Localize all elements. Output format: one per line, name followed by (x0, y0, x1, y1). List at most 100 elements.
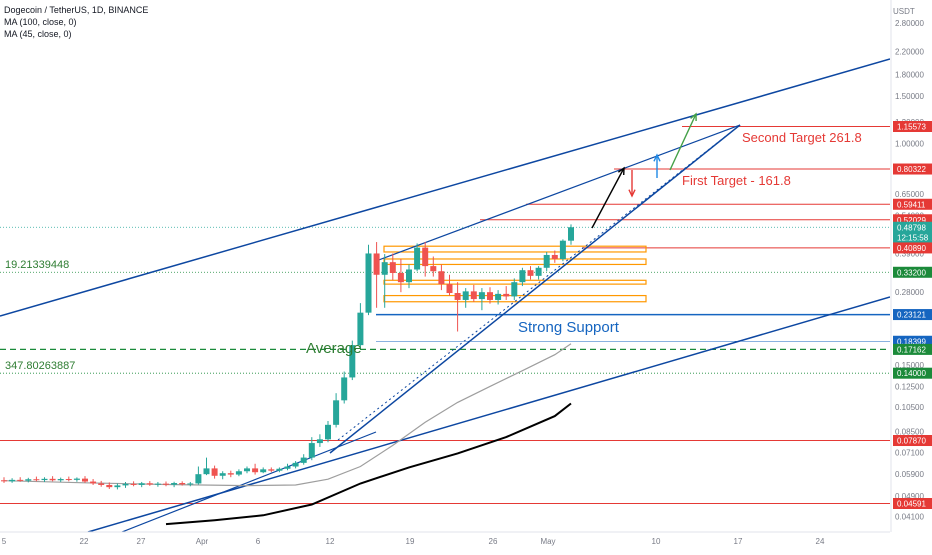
candle-body (333, 400, 340, 425)
countdown-text: 12:15:58 (897, 233, 929, 242)
y-tick-label: 1.50000 (895, 92, 924, 101)
x-tick-label: Apr (196, 537, 209, 546)
price-tag: 0.52029 (893, 214, 932, 226)
candle-body (90, 481, 97, 484)
candle-body (511, 282, 518, 297)
candle-body (462, 291, 469, 300)
price-tag-bg (893, 367, 932, 379)
candles (1, 224, 574, 490)
candle-body (252, 468, 259, 473)
price-tag-text: 0.17162 (897, 345, 926, 354)
y-tick-label: 0.15000 (895, 361, 924, 370)
arrow-green-shaft (669, 113, 697, 171)
price-tag-text: 0.23121 (897, 311, 926, 320)
candle-body (244, 468, 250, 472)
price-tag-text: 0.52029 (897, 216, 926, 225)
price-tag: 0.07870 (893, 435, 932, 447)
price-tag-text: 0.59411 (897, 200, 926, 209)
candle-body (397, 272, 404, 283)
price-tag-bg (893, 309, 932, 321)
candle-body (316, 439, 323, 444)
candle-body (203, 468, 210, 475)
price-tag-text: 0.14000 (897, 369, 926, 378)
price-tag-bg (893, 343, 932, 355)
channel-upper-line (0, 58, 890, 317)
price-tag: 0.33200 (893, 266, 932, 278)
ma100-line (165, 402, 572, 526)
y-tick-label: 2.20000 (895, 47, 924, 56)
price-tag-bg (893, 121, 932, 132)
x-tick-label: 24 (816, 537, 825, 546)
trend-lines (0, 58, 890, 532)
projection-dotted-line (337, 124, 741, 441)
price-tag-bg (893, 335, 932, 347)
candle-body (349, 345, 356, 378)
candle-body (406, 269, 412, 283)
price-tag: 0.80322 (893, 163, 932, 175)
y-tick-label: 1.80000 (895, 71, 924, 80)
legend-symbol[interactable]: Dogecoin / TetherUS, 1D, BINANCE (4, 5, 149, 15)
y-tick-label: 0.39000 (895, 249, 924, 258)
y-tick-label: 0.28000 (895, 288, 924, 297)
candle-body (568, 227, 574, 241)
price-tag-text: 0.04591 (897, 500, 926, 509)
arrow-green-head (690, 112, 697, 122)
label-strong-support: Strong Support (518, 319, 620, 336)
arrow-black (591, 166, 625, 229)
price-tag-bg (893, 435, 932, 447)
price-tag-bg (893, 198, 932, 210)
candle-body (57, 479, 64, 481)
x-tick-label: 22 (80, 537, 89, 546)
candle-body (276, 468, 283, 471)
chart-legend: Dogecoin / TetherUS, 1D, BINANCE MA (100… (4, 4, 148, 40)
candle-body (65, 479, 72, 481)
legend-ma45[interactable]: MA (45, close, 0) (4, 29, 72, 39)
label-fib-lower: 347.80263887 (5, 360, 75, 372)
arrow-black-shaft (591, 167, 625, 229)
candle-body (163, 483, 169, 485)
label-second-target: Second Target 261.8 (742, 130, 862, 145)
candle-body (430, 266, 437, 272)
y-tick-label: 0.65000 (895, 190, 924, 199)
price-tag-bg (893, 498, 932, 509)
candle-body (25, 479, 32, 481)
label-average: Average (306, 340, 362, 357)
candle-body (41, 478, 48, 481)
y-tick-label: 2.80000 (895, 19, 924, 28)
candle-body (381, 262, 388, 275)
candle-body (487, 292, 493, 300)
candle-body (146, 483, 153, 485)
candle-body (551, 254, 558, 259)
label-fib-upper: 19.21339448 (5, 259, 69, 271)
price-tag: 0.14000 (893, 367, 932, 379)
y-tick-label: 0.07100 (895, 449, 924, 458)
candle-body (106, 484, 113, 488)
x-tick-label: 17 (734, 537, 743, 546)
candle-body (227, 473, 234, 475)
candle-body (1, 480, 7, 482)
level-lines (0, 126, 890, 504)
candle-body (519, 270, 526, 283)
legend-ma100[interactable]: MA (100, close, 0) (4, 17, 77, 27)
x-tick-label: 10 (652, 537, 661, 546)
price-tag-bg (893, 163, 932, 175)
candle-body (98, 483, 105, 485)
candle-body (122, 483, 129, 486)
candle-body (114, 485, 121, 488)
candle-body (130, 483, 137, 485)
channel-lower-line (87, 296, 890, 532)
x-tick-label: May (540, 537, 555, 546)
consolidation-box (383, 245, 647, 253)
candle-body (268, 469, 275, 471)
candle-body (422, 247, 429, 267)
y-tick-label: 0.04900 (895, 492, 924, 501)
candle-body (82, 478, 88, 482)
candle-body (503, 293, 510, 297)
candle-body (292, 462, 299, 467)
price-tag-bg (893, 266, 932, 278)
candle-body (325, 424, 331, 440)
arrow-blue-head (653, 153, 661, 162)
candle-body (187, 483, 194, 485)
price-tag-text: 0.07870 (897, 437, 926, 446)
